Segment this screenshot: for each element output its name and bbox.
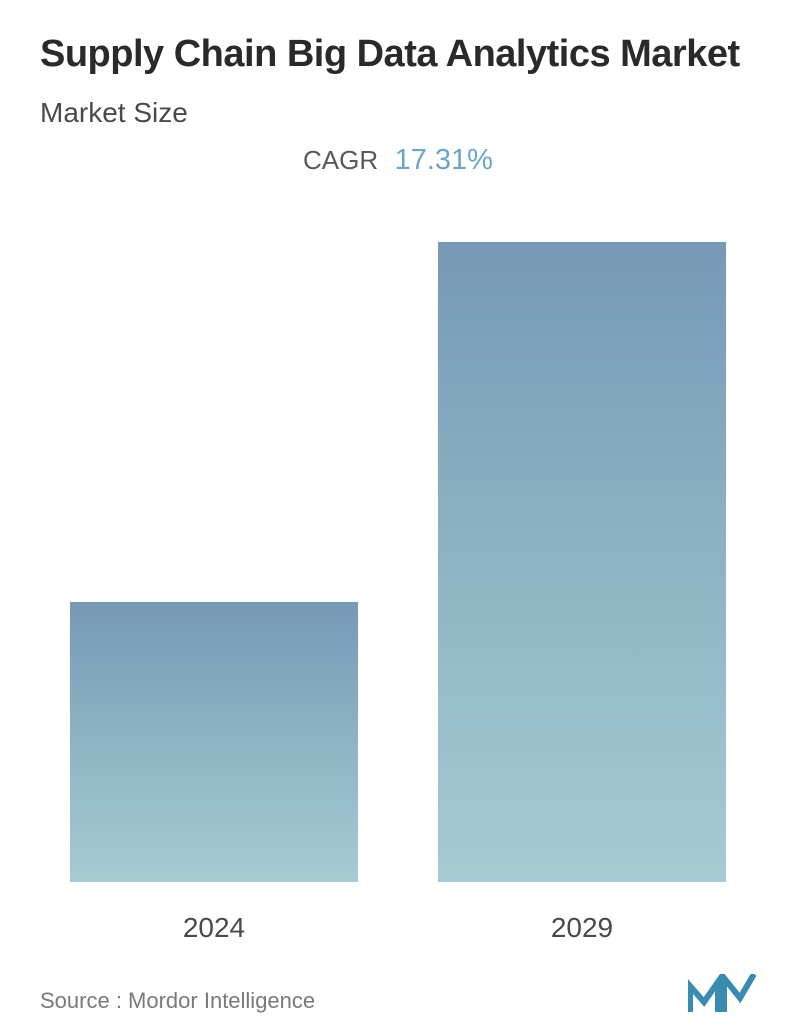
bar-label-1: 2029	[551, 912, 613, 944]
chart-subtitle: Market Size	[40, 97, 756, 129]
chart-plot-area: 2024 2029	[40, 197, 756, 954]
bar-0	[70, 602, 358, 882]
source-text: Source : Mordor Intelligence	[40, 988, 315, 1014]
cagr-label: CAGR	[303, 145, 378, 175]
bar-1	[438, 242, 726, 882]
mordor-logo-icon	[688, 974, 756, 1014]
chart-footer: Source : Mordor Intelligence	[40, 954, 756, 1014]
chart-container: Supply Chain Big Data Analytics Market M…	[0, 0, 796, 1034]
bar-label-0: 2024	[183, 912, 245, 944]
cagr-value: 17.31%	[395, 144, 493, 176]
brand-logo	[688, 974, 756, 1014]
bar-group-0: 2024	[70, 602, 358, 954]
chart-title: Supply Chain Big Data Analytics Market	[40, 30, 756, 79]
cagr-row: CAGR 17.31%	[40, 144, 756, 177]
bar-group-1: 2029	[438, 242, 726, 954]
